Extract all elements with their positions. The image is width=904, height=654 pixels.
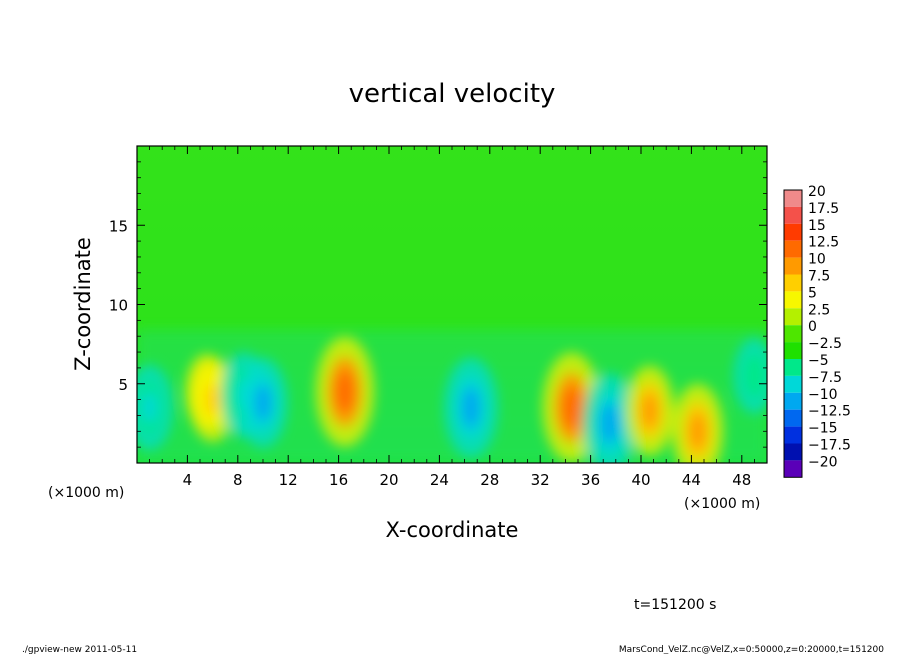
velocity-feature-core [335, 369, 355, 414]
x-tick-label: 16 [329, 471, 348, 489]
colorbar-swatch [784, 392, 802, 410]
colorbar-label: −20 [808, 454, 838, 470]
x-tick-label: 12 [279, 471, 298, 489]
y-tick-label: 5 [118, 376, 128, 394]
y-axis: 5 10 15 [109, 161, 767, 448]
colorbar: 2017.51512.5107.552.50−2.5−5−7.5−10−12.5… [783, 184, 851, 478]
colorbar-swatch [784, 409, 802, 427]
y-tick-label: 15 [109, 217, 128, 235]
colorbar-swatch [784, 460, 802, 478]
x-tick-label: 8 [233, 471, 243, 489]
velocity-feature-core [600, 403, 619, 444]
y-axis-label: Z-coordinate [71, 237, 95, 371]
colorbar-label: −15 [808, 421, 838, 437]
colorbar-label: 7.5 [808, 269, 830, 285]
velocity-feature-core [141, 390, 158, 425]
colorbar-swatch [784, 257, 802, 275]
colorbar-label: 20 [808, 184, 826, 200]
colorbar-label: 12.5 [808, 235, 839, 251]
colorbar-label: 17.5 [808, 201, 839, 217]
x-axis-label: X-coordinate [386, 518, 519, 542]
colorbar-swatch [784, 206, 802, 224]
colorbar-label: −2.5 [808, 336, 842, 352]
colorbar-label: −10 [808, 387, 838, 403]
y-tick-label: 10 [109, 297, 128, 315]
colorbar-frame [783, 189, 803, 478]
colorbar-swatch [784, 426, 802, 444]
velocity-feature-core [254, 384, 272, 421]
x-tick-label: 44 [682, 471, 701, 489]
colorbar-swatch [784, 291, 802, 309]
x-tick-label: 24 [430, 471, 449, 489]
x-tick-label: 20 [379, 471, 398, 489]
x-axis: 4 8 12 16 20 24 28 32 36 40 44 48 [149, 146, 755, 489]
velocity-feature-core [461, 387, 480, 428]
x-unit-left: (×1000 m) [48, 485, 124, 501]
colorbar-label: 0 [808, 319, 817, 335]
x-tick-label: 40 [631, 471, 650, 489]
x-tick-label: 32 [531, 471, 550, 489]
colorbar-label: −12.5 [808, 404, 851, 420]
colorbar-label: −17.5 [808, 438, 851, 454]
colorbar-label: 15 [808, 218, 826, 234]
velocity-feature-core [561, 385, 582, 430]
colorbar-swatch [784, 443, 802, 461]
colorbar-swatch [784, 223, 802, 241]
x-tick-label: 28 [480, 471, 499, 489]
colorbar-swatch [784, 325, 802, 343]
colorbar-label: 5 [808, 285, 817, 301]
colorbar-label: 10 [808, 252, 826, 268]
colorbar-swatch [784, 375, 802, 393]
x-tick-label: 4 [183, 471, 193, 489]
colorbar-swatch [784, 359, 802, 376]
colorbar-swatch [784, 342, 802, 359]
x-tick-label: 48 [732, 471, 751, 489]
footer-left: ./gpview-new 2011-05-11 [22, 645, 137, 654]
x-tick-label: 36 [581, 471, 600, 489]
velocity-feature-core [689, 412, 707, 451]
time-annotation: t=151200 s [634, 597, 716, 613]
velocity-feature-core [747, 360, 762, 391]
footer-right: MarsCond_VelZ.nc@VelZ,x=0:50000,z=0:2000… [619, 645, 884, 654]
chart-title: vertical velocity [349, 79, 556, 109]
x-unit-right: (×1000 m) [684, 496, 760, 512]
velocity-feature-core [204, 382, 221, 417]
heatmap-area [137, 146, 767, 463]
colorbar-swatch [784, 308, 802, 326]
colorbar-label: −7.5 [808, 370, 842, 386]
colorbar-label: −5 [808, 353, 829, 369]
colorbar-swatch [784, 190, 802, 207]
colorbar-swatch [784, 274, 802, 292]
velocity-feature-core [641, 392, 658, 429]
colorbar-swatch [784, 240, 802, 258]
colorbar-label: 2.5 [808, 302, 830, 318]
